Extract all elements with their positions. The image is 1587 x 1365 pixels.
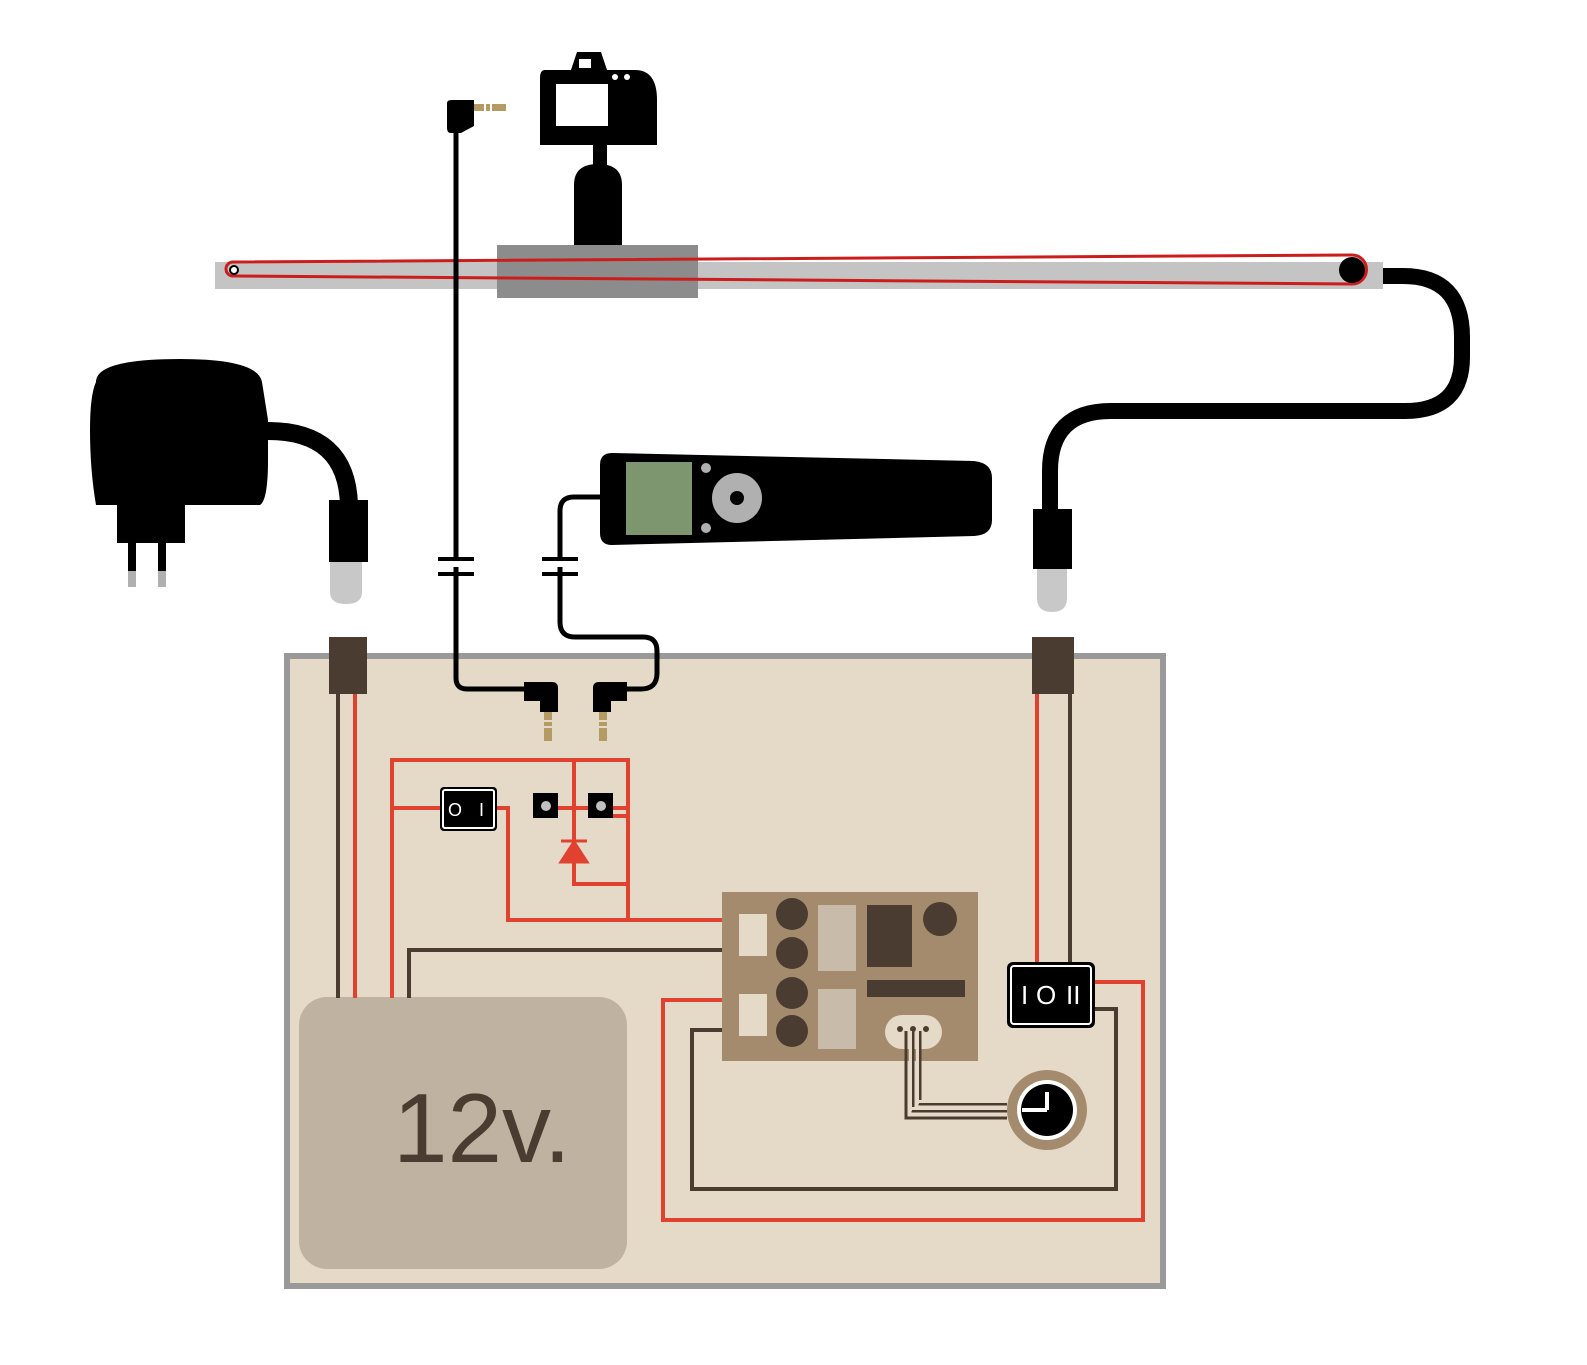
power-adapter-icon: [90, 359, 368, 604]
battery-label: 12v.: [393, 1073, 571, 1183]
slider-carriage: [497, 245, 698, 298]
remote-body: [600, 453, 992, 545]
trigger-push-button[interactable]: [533, 793, 558, 818]
terminal-block: [739, 994, 767, 1036]
remote-button-icon: [701, 523, 711, 533]
direction-switch-label-1: I: [1021, 980, 1028, 1010]
motor-connector-jack: [1032, 637, 1074, 694]
intervalometer-remote: [541, 453, 992, 741]
slider-rail: [215, 262, 1383, 289]
focus-push-button[interactable]: [588, 793, 613, 818]
terminal-block: [739, 914, 767, 956]
speed-knob-icon[interactable]: [1007, 1070, 1087, 1150]
remote-button-icon: [701, 463, 711, 473]
direction-switch[interactable]: I O II: [1007, 962, 1095, 1028]
potentiometer-wires: [904, 1031, 1007, 1120]
power-input-wiring: [336, 690, 1145, 1222]
camera-icon: [540, 52, 657, 245]
camera-slider: [215, 245, 1383, 298]
belt-idler-pulley-icon: [229, 265, 239, 275]
main-switch-on-label: I: [479, 800, 484, 820]
main-power-switch[interactable]: O I: [440, 787, 497, 831]
motor-controller-board: [722, 892, 978, 1061]
camera-shutter-cable: [437, 100, 558, 741]
direction-switch-label-2: II: [1066, 980, 1080, 1010]
main-switch-off-label: O: [448, 800, 462, 820]
motor-cable: [1033, 268, 1470, 612]
dc-power-jack: [329, 637, 367, 694]
slider-belt: [224, 253, 1368, 286]
direction-switch-label-0: O: [1036, 980, 1056, 1010]
motor-pulley-icon: [1339, 257, 1365, 283]
diode-icon: [558, 839, 590, 864]
battery-12v: [299, 997, 627, 1269]
remote-screen: [626, 462, 692, 535]
